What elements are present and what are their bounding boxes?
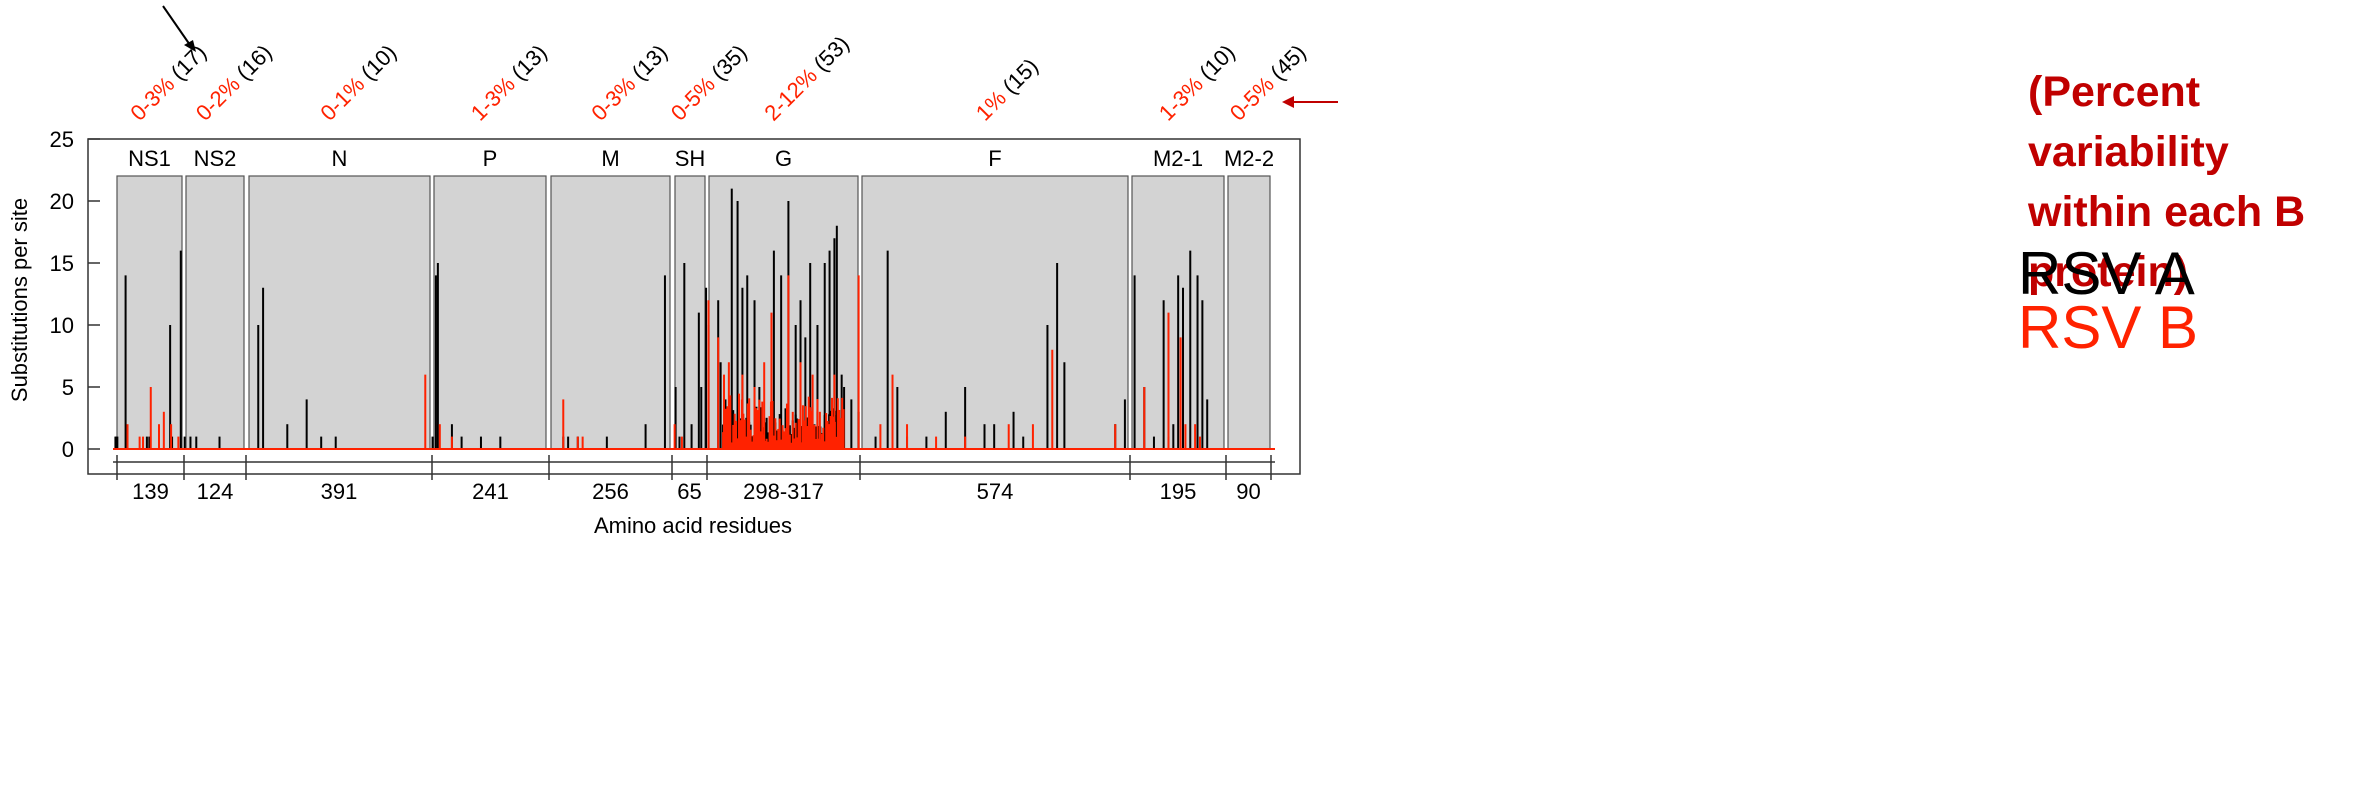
protein-length: 124 <box>197 479 234 504</box>
y-tick-label: 0 <box>62 437 74 462</box>
variability-label: 1-3%(10) <box>1154 40 1240 126</box>
b-variability: 1-3% <box>466 72 520 126</box>
protein-box <box>116 175 183 450</box>
protein-name: M2-2 <box>1224 146 1274 171</box>
b-variability: 2-12% <box>759 63 822 126</box>
protein-box <box>1227 175 1271 450</box>
b-variability: 0-5% <box>1225 72 1279 126</box>
protein-box <box>248 175 431 450</box>
a-count: (10) <box>356 40 401 85</box>
b-variability: 0-5% <box>666 72 720 126</box>
b-variability: 1% <box>971 85 1011 125</box>
protein-name: N <box>332 146 348 171</box>
a-count: (13) <box>627 40 672 85</box>
variability-label: 2-12%(53) <box>759 31 854 126</box>
a-count: (53) <box>809 31 854 76</box>
b-variability: 0-2% <box>191 72 245 126</box>
a-count: (13) <box>506 40 551 85</box>
protein-name: P <box>483 146 498 171</box>
protein-length: 298-317 <box>743 479 824 504</box>
variability-label: 0-1%(10) <box>315 40 401 126</box>
pointer-arrowhead <box>184 40 196 52</box>
protein-length: 139 <box>132 479 169 504</box>
variability-label: 1-3%(13) <box>466 40 552 126</box>
protein-box <box>861 175 1129 450</box>
protein-length: 195 <box>1160 479 1197 504</box>
note-line: protein) <box>2028 248 2189 296</box>
note-arrowhead <box>1282 96 1294 108</box>
legend-rsv-a: RSV A <box>2018 240 2195 307</box>
protein-name: NS1 <box>128 146 171 171</box>
variability-label: 1%(15) <box>971 53 1043 125</box>
variability-label: 0-5%(35) <box>666 40 752 126</box>
y-axis-label: Substitutions per site <box>7 198 32 402</box>
protein-length: 65 <box>677 479 701 504</box>
b-variability: 1-3% <box>1154 72 1208 126</box>
a-count: (16) <box>231 40 276 85</box>
protein-box <box>185 175 245 450</box>
y-tick-label: 10 <box>50 313 74 338</box>
b-variability: 0-3% <box>125 72 179 126</box>
protein-length: 90 <box>1236 479 1260 504</box>
a-count: (15) <box>998 53 1043 98</box>
protein-name: F <box>988 146 1001 171</box>
y-tick-label: 25 <box>50 127 74 152</box>
x-axis-label: Amino acid residues <box>594 513 792 538</box>
note-line: (Percent <box>2028 68 2201 116</box>
protein-name: SH <box>675 146 706 171</box>
protein-length: 241 <box>472 479 509 504</box>
a-count: (45) <box>1265 40 1310 85</box>
y-tick-label: 15 <box>50 251 74 276</box>
b-variability: 0-1% <box>315 72 369 126</box>
plot-frame <box>87 138 1301 475</box>
protein-length: 574 <box>977 479 1014 504</box>
y-tick-label: 20 <box>50 189 74 214</box>
protein-name: NS2 <box>194 146 237 171</box>
a-count: (35) <box>706 40 751 85</box>
variability-label: 0-3%(13) <box>586 40 672 126</box>
note-line: within each B <box>2028 188 2306 236</box>
protein-length: 391 <box>321 479 358 504</box>
b-variability: 0-3% <box>586 72 640 126</box>
legend-rsv-b: RSV B <box>2018 294 2199 361</box>
note-line: variability <box>2028 128 2229 176</box>
protein-length: 256 <box>592 479 629 504</box>
protein-name: M <box>601 146 619 171</box>
a-count: (10) <box>1194 40 1239 85</box>
variability-label: 0-5%(45) <box>1225 40 1311 126</box>
pointer-arrow <box>162 5 191 46</box>
variability-note: (Percent variability within each B prote… <box>2028 62 2366 302</box>
protein-name: G <box>775 146 792 171</box>
y-tick-label: 5 <box>62 375 74 400</box>
protein-name: M2-1 <box>1153 146 1203 171</box>
protein-box <box>550 175 671 450</box>
protein-box <box>433 175 547 450</box>
